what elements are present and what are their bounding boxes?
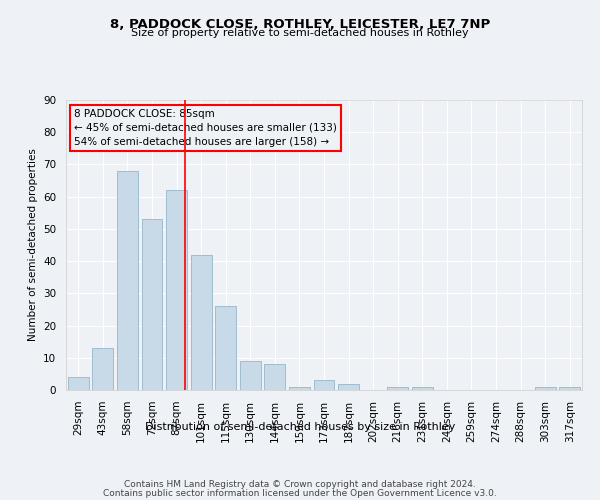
Bar (166, 190, 187, 390)
Bar (535, 387, 556, 390)
Bar (117, 171, 138, 390)
Text: Distribution of semi-detached houses by size in Rothley: Distribution of semi-detached houses by … (145, 422, 455, 432)
Bar (412, 387, 433, 390)
Bar (191, 254, 212, 390)
Bar (142, 219, 163, 390)
Bar (314, 380, 334, 390)
Text: Size of property relative to semi-detached houses in Rothley: Size of property relative to semi-detach… (131, 28, 469, 38)
Bar (338, 384, 359, 390)
Bar (559, 387, 580, 390)
Y-axis label: Number of semi-detached properties: Number of semi-detached properties (28, 148, 38, 342)
Text: 8, PADDOCK CLOSE, ROTHLEY, LEICESTER, LE7 7NP: 8, PADDOCK CLOSE, ROTHLEY, LEICESTER, LE… (110, 18, 490, 30)
Bar (240, 361, 261, 390)
Bar (92, 348, 113, 390)
Bar (215, 306, 236, 390)
Bar (68, 377, 89, 390)
Text: Contains HM Land Registry data © Crown copyright and database right 2024.: Contains HM Land Registry data © Crown c… (124, 480, 476, 489)
Bar (265, 364, 286, 390)
Bar (289, 387, 310, 390)
Text: 8 PADDOCK CLOSE: 85sqm
← 45% of semi-detached houses are smaller (133)
54% of se: 8 PADDOCK CLOSE: 85sqm ← 45% of semi-det… (74, 108, 337, 146)
Text: Contains public sector information licensed under the Open Government Licence v3: Contains public sector information licen… (103, 489, 497, 498)
Bar (387, 387, 408, 390)
